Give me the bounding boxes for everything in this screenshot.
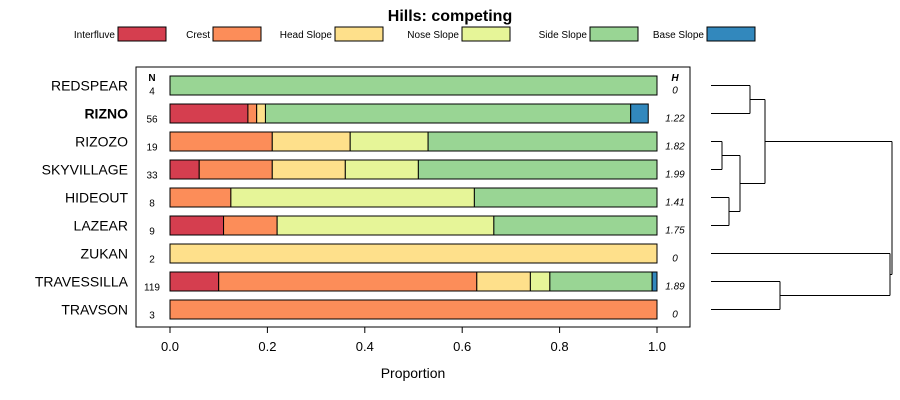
row-h-redspear: 0: [672, 86, 678, 97]
bar-segment-lazear-crest: [223, 215, 278, 236]
bar-segment-redspear-side-slope: [169, 75, 658, 96]
bar-segment-lazear-interfluve: [169, 215, 225, 236]
chart-title: Hills: competing: [388, 8, 512, 25]
row-n-travessilla: 119: [144, 283, 160, 294]
bar-segment-skyvillage-head-slope: [271, 159, 346, 180]
bar-segment-travessilla-side-slope: [549, 271, 653, 292]
legend-swatch-side-slope: [589, 26, 639, 42]
bar-segment-rizno-interfluve: [169, 103, 249, 124]
legend-label-base-slope: Base Slope: [653, 30, 705, 41]
bar-segment-skyvillage-nose-slope: [344, 159, 419, 180]
row-label-zukan: ZUKAN: [81, 246, 128, 262]
bar-segment-zukan-head-slope: [169, 243, 658, 264]
legend-label-crest: Crest: [186, 30, 210, 41]
n-column-header: N: [148, 73, 155, 84]
legend-label-side-slope: Side Slope: [539, 30, 588, 41]
dendrogram: [711, 85, 893, 310]
row-h-travson: 0: [672, 310, 678, 321]
row-n-zukan: 2: [149, 255, 155, 266]
row-h-travessilla: 1.89: [665, 282, 685, 293]
bar-segment-lazear-side-slope: [493, 215, 658, 236]
legend-swatch-nose-slope: [461, 26, 511, 42]
h-column-header: H: [671, 73, 679, 84]
x-tick-label-5: 1.0: [648, 339, 666, 354]
row-h-lazear: 1.75: [665, 226, 685, 237]
bar-segment-rizozo-nose-slope: [349, 131, 429, 152]
bar-segment-travessilla-nose-slope: [529, 271, 551, 292]
bar-segment-skyvillage-crest: [198, 159, 273, 180]
legend-label-nose-slope: Nose Slope: [407, 30, 459, 41]
chart-rows: REDSPEAR 4 0 RIZNO 56 1.22 RIZOZO 19 1.82 SKYVILL…: [35, 75, 685, 322]
row-h-zukan: 0: [672, 254, 678, 265]
legend-swatch-base-slope: [706, 26, 756, 42]
bar-segment-rizozo-crest: [169, 131, 273, 152]
bar-segment-skyvillage-interfluve: [169, 159, 200, 180]
bar-segment-travessilla-interfluve: [169, 271, 220, 292]
legend-swatch-head-slope: [334, 26, 384, 42]
bar-segment-rizozo-side-slope: [427, 131, 658, 152]
bar-segment-travessilla-head-slope: [476, 271, 531, 292]
bar-segment-rizno-side-slope: [264, 103, 632, 124]
bar-segment-travson-crest: [169, 299, 658, 320]
row-n-skyvillage: 33: [146, 171, 158, 182]
row-h-hideout: 1.41: [665, 198, 684, 209]
x-axis-label: Proportion: [381, 365, 446, 381]
bar-segment-rizno-base-slope: [630, 103, 649, 124]
x-tick-label-0: 0.0: [161, 339, 179, 354]
row-label-rizno: RIZNO: [84, 106, 128, 122]
row-n-lazear: 9: [149, 227, 155, 238]
row-n-rizozo: 19: [146, 143, 158, 154]
x-tick-label-4: 0.8: [551, 339, 569, 354]
bar-segment-hideout-side-slope: [473, 187, 658, 208]
bar-segment-hideout-crest: [169, 187, 232, 208]
x-tick-label-1: 0.2: [258, 339, 276, 354]
row-h-rizno: 1.22: [665, 114, 685, 125]
bar-segment-lazear-nose-slope: [276, 215, 495, 236]
bar-segment-rizno-head-slope: [256, 103, 266, 124]
row-n-rizno: 56: [146, 115, 158, 126]
row-h-skyvillage: 1.99: [665, 170, 685, 181]
bar-segment-travessilla-base-slope: [651, 271, 658, 292]
x-tick-label-2: 0.4: [356, 339, 374, 354]
row-n-hideout: 8: [149, 199, 155, 210]
legend-swatch-crest: [212, 26, 262, 42]
bar-segment-rizno-crest: [247, 103, 258, 124]
legend-label-interfluve: Interfluve: [74, 30, 116, 41]
x-axis: 0.0 0.2 0.4 0.6 0.8 1.0: [161, 327, 666, 354]
legend-label-head-slope: Head Slope: [280, 30, 333, 41]
chart-legend: Interfluve Crest Head Slope Nose Slope Side …: [74, 26, 756, 42]
row-label-travessilla: TRAVESSILLA: [35, 274, 129, 290]
row-h-rizozo: 1.82: [665, 142, 685, 153]
bar-segment-travessilla-crest: [218, 271, 478, 292]
row-n-travson: 3: [149, 311, 155, 322]
bar-segment-rizozo-head-slope: [271, 131, 351, 152]
bar-segment-hideout-nose-slope: [230, 187, 475, 208]
row-label-rizozo: RIZOZO: [75, 134, 128, 150]
row-label-redspear: REDSPEAR: [51, 78, 128, 94]
plot-frame: [135, 66, 691, 328]
x-tick-label-3: 0.6: [453, 339, 471, 354]
legend-swatch-interfluve: [117, 26, 167, 42]
row-label-skyvillage: SKYVILLAGE: [42, 162, 128, 178]
row-n-redspear: 4: [149, 87, 155, 98]
row-label-hideout: HIDEOUT: [65, 190, 128, 206]
bar-segment-skyvillage-side-slope: [417, 159, 658, 180]
row-label-travson: TRAVSON: [61, 302, 128, 318]
row-label-lazear: LAZEAR: [74, 218, 128, 234]
